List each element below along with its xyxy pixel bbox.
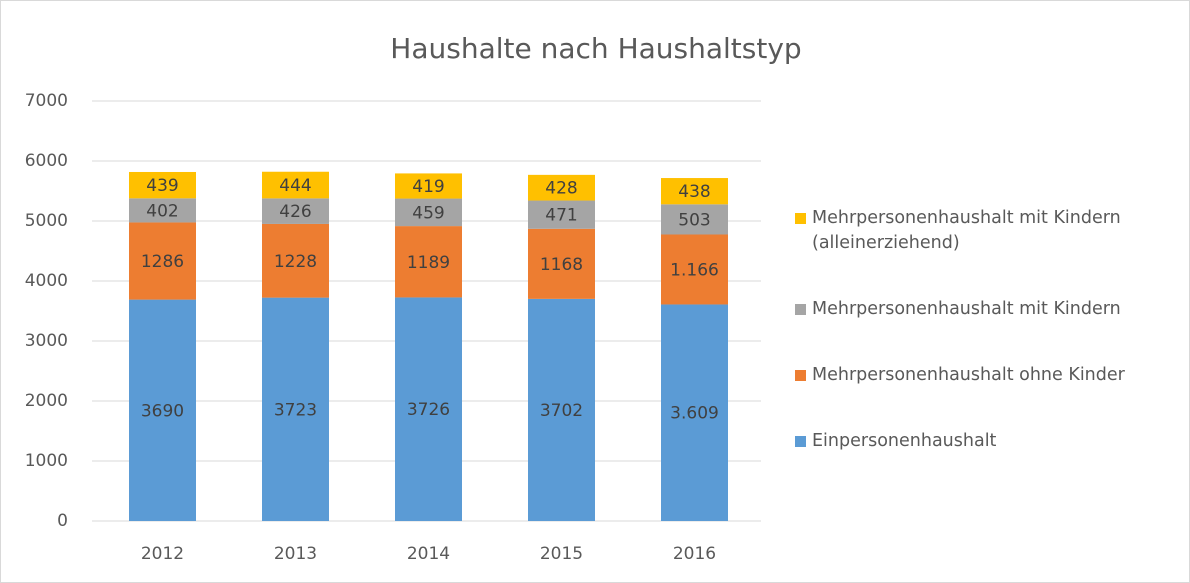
bar-segment — [395, 297, 462, 521]
legend-item: Einpersonenhaushalt — [795, 429, 1175, 454]
bar-segment — [262, 198, 329, 224]
legend-swatch — [795, 436, 806, 447]
legend-label: Mehrpersonenhaushalt mit Kindern — [812, 299, 1121, 319]
data-label: 444 — [279, 176, 311, 196]
data-label: 3726 — [407, 400, 450, 420]
data-label: 1228 — [274, 252, 317, 272]
data-label: 503 — [678, 210, 710, 230]
data-label: 1286 — [141, 252, 184, 272]
bar-segment — [528, 298, 595, 521]
data-label: 3702 — [540, 401, 583, 421]
y-tick-label: 2000 — [25, 391, 68, 411]
data-label: 426 — [279, 202, 311, 222]
y-tick-label: 3000 — [25, 331, 68, 351]
bar-segment — [528, 200, 595, 229]
bar-segment — [661, 304, 728, 521]
x-tick-label: 2016 — [673, 544, 716, 564]
data-label: 471 — [545, 206, 577, 226]
legend-label: Einpersonenhaushalt — [812, 431, 997, 451]
legend-item: Mehrpersonenhaushalt mit Kindern (allein… — [795, 206, 1175, 256]
bar-segment — [528, 228, 595, 299]
legend: Mehrpersonenhaushalt mit Kindern (allein… — [795, 206, 1175, 454]
y-tick-label: 7000 — [25, 91, 68, 111]
data-label: 402 — [146, 201, 178, 221]
bar-segment — [395, 226, 462, 298]
data-label: 3723 — [274, 400, 317, 420]
legend-swatch — [795, 213, 806, 224]
bar-segment — [129, 171, 196, 199]
bar-segment — [528, 174, 595, 201]
chart-title: Haushalte nach Haushaltstyp — [390, 32, 801, 65]
x-tick-label: 2015 — [540, 544, 583, 564]
bar-segment — [262, 171, 329, 199]
legend-item: Mehrpersonenhaushalt mit Kindern — [795, 297, 1175, 322]
data-label: 419 — [412, 177, 444, 197]
bar-segment — [262, 223, 329, 298]
y-tick-label: 0 — [57, 511, 68, 531]
data-label: 439 — [146, 176, 178, 196]
data-label: 3690 — [141, 401, 184, 421]
bar-segment — [661, 204, 728, 235]
data-label: 428 — [545, 179, 577, 199]
data-label: 1.166 — [670, 260, 719, 280]
bar-segment — [129, 222, 196, 300]
data-label: 438 — [678, 182, 710, 202]
data-label: 1189 — [407, 253, 450, 273]
data-label: 459 — [412, 203, 444, 223]
y-tick-label: 6000 — [25, 151, 68, 171]
y-tick-label: 1000 — [25, 451, 68, 471]
x-tick-label: 2013 — [274, 544, 317, 564]
y-tick-label: 4000 — [25, 271, 68, 291]
bar-segment — [661, 234, 728, 305]
bar-segment — [661, 178, 728, 205]
legend-item: Mehrpersonenhaushalt ohne Kinder — [795, 363, 1175, 388]
x-tick-label: 2012 — [141, 544, 184, 564]
bar-segment — [129, 299, 196, 521]
bar-segment — [262, 297, 329, 521]
legend-label: Mehrpersonenhaushalt mit Kindern (allein… — [812, 208, 1121, 253]
bar-segment — [395, 173, 462, 199]
bar-segment — [129, 198, 196, 223]
legend-swatch — [795, 370, 806, 381]
data-label: 3.609 — [670, 404, 719, 424]
legend-label: Mehrpersonenhaushalt ohne Kinder — [812, 365, 1125, 385]
y-tick-label: 5000 — [25, 211, 68, 231]
data-label: 1168 — [540, 255, 583, 275]
x-tick-label: 2014 — [407, 544, 450, 564]
bar-segment — [395, 198, 462, 227]
legend-swatch — [795, 304, 806, 315]
